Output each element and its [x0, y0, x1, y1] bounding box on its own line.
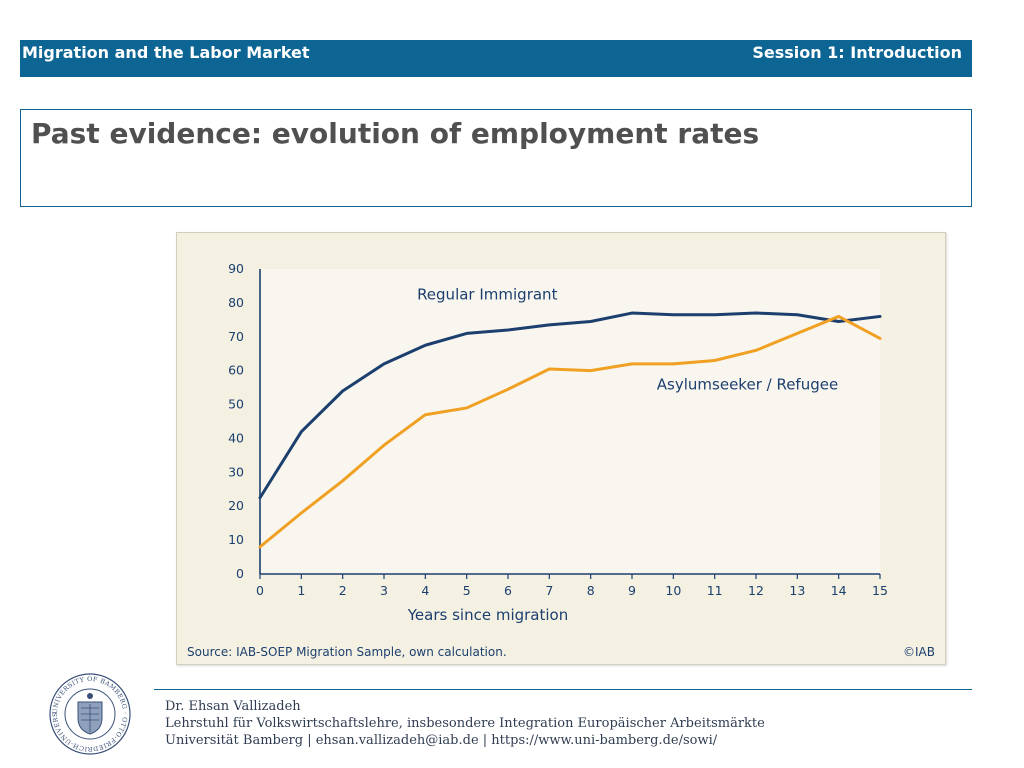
- x-tick-label: 7: [545, 583, 553, 598]
- x-tick-label: 15: [872, 583, 888, 598]
- y-tick-label: 80: [228, 295, 244, 310]
- x-axis-label: Years since migration: [407, 606, 568, 624]
- x-tick-label: 1: [297, 583, 305, 598]
- x-tick-label: 10: [665, 583, 681, 598]
- x-tick-label: 2: [339, 583, 347, 598]
- footer-divider: [154, 689, 972, 690]
- plot-area: [260, 269, 880, 574]
- x-tick-label: 3: [380, 583, 388, 598]
- session-title: Session 1: Introduction: [752, 43, 962, 62]
- x-tick-label: 4: [421, 583, 429, 598]
- employment-rate-chart: 0 10 20 30 40 50 60 70 80 90 0 1 2 3 4 5 6 7 8 9 10 11 12 13 14 1…: [176, 232, 946, 665]
- y-tick-label: 10: [228, 532, 244, 547]
- series-label-asylumseeker-refugee: Asylumseeker / Refugee: [657, 375, 838, 393]
- slide-title: Past evidence: evolution of employment r…: [31, 117, 760, 150]
- x-tick-label: 12: [748, 583, 764, 598]
- y-tick-label: 50: [228, 397, 244, 412]
- x-tick-label: 8: [587, 583, 595, 598]
- chart-copyright: ©IAB: [903, 645, 935, 659]
- y-tick-label: 90: [228, 261, 244, 276]
- y-tick-label: 70: [228, 329, 244, 344]
- x-tick-label: 11: [707, 583, 723, 598]
- y-tick-label: 30: [228, 464, 244, 479]
- contact-line: Universität Bamberg | ehsan.vallizadeh@i…: [165, 733, 718, 748]
- x-tick-label: 14: [831, 583, 847, 598]
- x-tick-label: 6: [504, 583, 512, 598]
- slide-title-box: Past evidence: evolution of employment r…: [20, 109, 972, 207]
- y-tick-label: 0: [236, 566, 244, 581]
- header-bar: Migration and the Labor Market Session 1…: [20, 40, 972, 77]
- x-tick-label: 13: [789, 583, 805, 598]
- y-tick-label: 60: [228, 363, 244, 378]
- series-line-asylumseeker-refugee: [258, 314, 882, 549]
- x-tick-label: 9: [628, 583, 636, 598]
- course-title: Migration and the Labor Market: [22, 43, 310, 62]
- y-tick-label: 40: [228, 430, 244, 445]
- author-name: Dr. Ehsan Vallizadeh: [165, 699, 301, 714]
- series-line-regular-immigrant: [258, 311, 882, 500]
- x-tick-label: 5: [463, 583, 471, 598]
- chart-source: Source: IAB-SOEP Migration Sample, own c…: [187, 645, 507, 659]
- series-label-regular-immigrant: Regular Immigrant: [417, 286, 558, 304]
- x-tick-label: 0: [256, 583, 264, 598]
- chair-name: Lehrstuhl für Volkswirtschaftslehre, ins…: [165, 716, 765, 731]
- university-seal-icon: UNIVERSITY OF BAMBERG · OTTO-FRIEDRICH-U…: [48, 672, 131, 755]
- y-tick-label: 20: [228, 498, 244, 513]
- footer-info: Dr. Ehsan Vallizadeh Lehrstuhl für Volks…: [165, 698, 765, 749]
